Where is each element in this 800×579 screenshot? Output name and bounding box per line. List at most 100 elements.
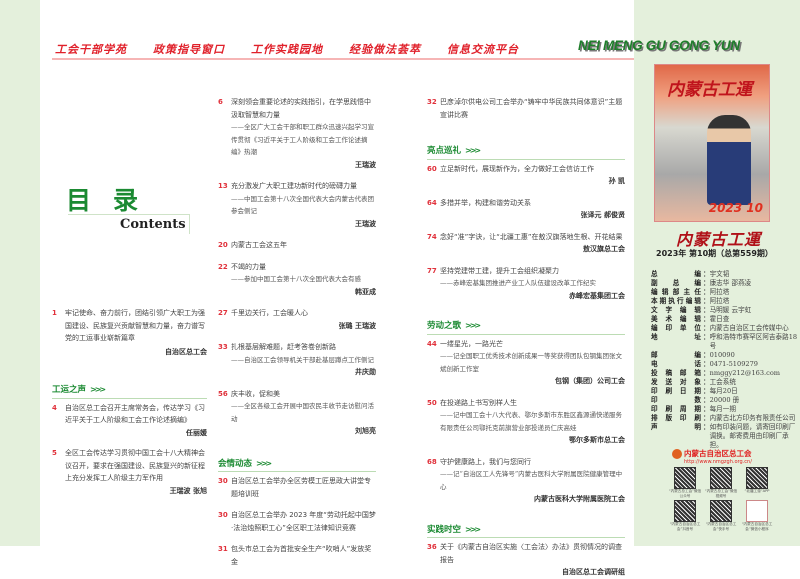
toc-entry[interactable]: 1 牢记使命、奋力前行，团结引领广大职工为强国建设、民族复兴贡献智慧和力量，奋力…: [52, 307, 207, 358]
nav-divider: [52, 58, 634, 60]
entry-subtitle: ——自治区工会领导机关干部赴基层蹲点工作侧记: [231, 355, 374, 364]
masthead-row: 声明：如有印装问题，请寄回印刷厂调换。邮寄费用由印刷厂承担。: [651, 423, 800, 450]
masthead-label: 邮编: [651, 351, 701, 359]
entry-title: 扎根基层解难题，赶考答卷创新路: [231, 343, 336, 351]
masthead-label: 编印单位: [651, 324, 701, 332]
entry-title: 一缕星光，一路光芒: [440, 339, 503, 348]
qr-code[interactable]: “内蒙古自治区总工会”微信小程序: [739, 500, 775, 531]
entry-author: 王瑞波: [355, 160, 376, 169]
page-number: 64: [427, 198, 437, 207]
qr-code-icon: [746, 467, 768, 489]
org-url[interactable]: http://www.nmgzgh.org.cn/: [684, 459, 752, 465]
entry-subtitle: ——全区各级工会开展中国农民丰收节走访慰问活动: [231, 402, 374, 423]
entry-subtitle: ——记全国职工优秀技术创新成果一等奖获得团队包钢集团张文斌创新工作室: [440, 352, 622, 373]
entry-author: 自治区总工会: [165, 347, 207, 356]
masthead-row: 本期执行编辑：阿拉塔: [651, 297, 800, 306]
toc-entry[interactable]: 74 念好“准”字诀，让“北疆工惠”在敖汉旗落地生根、开花结果 敖汉旗总工会: [427, 231, 625, 256]
toc-entry[interactable]: 6 深刻领会重要论述的实践指引，在学思践悟中汲取智慧和力量 ——全区广大工会干部和职…: [218, 96, 376, 171]
section-header: 实践时空 >>>: [427, 524, 625, 538]
toc-entry[interactable]: 64 多措并举，构建和谐劳动关系 张译元 郝俊贤: [427, 197, 625, 222]
page-number: 5: [52, 449, 57, 457]
masthead-label: 总编: [651, 270, 701, 278]
org-banner: 内蒙古自治区总工会: [672, 448, 752, 459]
page-number: 13: [218, 182, 228, 190]
masthead-value: 阿拉塔: [709, 288, 730, 296]
toc-entry[interactable]: 4 自治区总工会召开主席常务会，传达学习《习近平关于工人阶级和工会工作论述摘编》任…: [52, 402, 207, 440]
toc-entry[interactable]: 30 自治区总工会举办全区劳模工匠思政大讲堂专题培训班: [218, 475, 376, 500]
entry-title: 在投递路上书写别样人生: [440, 398, 517, 407]
entry-title: 念好“准”字诀，让“北疆工惠”在敖汉旗落地生根、开花结果: [440, 232, 623, 241]
entry-title: 不竭的力量: [231, 262, 266, 271]
toc-entry[interactable]: 50 在投递路上书写别样人生 ——记中国工会十八大代表、鄂尔多斯市东胜区鑫源通快递服…: [427, 397, 625, 447]
toc-entry[interactable]: 13 充分激发广大职工建功新时代的磅礴力量 ——中国工会第十八次全国代表大会内蒙古代…: [218, 180, 376, 230]
qr-code[interactable]: “内蒙古自治区总工会”抖音号: [667, 500, 703, 531]
toc-entry[interactable]: 56 庆丰收，促和美 ——全区各级工会开展中国农民丰收节走访慰问活动 刘旭亮: [218, 388, 376, 438]
masthead-value: 霍日查: [709, 315, 730, 323]
union-emblem-icon: [672, 448, 682, 459]
qr-code[interactable]: “内蒙古总工会”微信公众号: [667, 467, 703, 498]
cover-photo-figure: [707, 115, 751, 205]
toc-entry[interactable]: 31 包头市总工会为首批安全生产“吹哨人”发放奖金: [218, 543, 376, 568]
toc-entry[interactable]: 33 扎根基层解难题，赶考答卷创新路 ——自治区工会领导机关干部赴基层蹲点工作侧记井…: [218, 341, 376, 379]
entry-author: 王瑞波: [355, 219, 376, 228]
toc-entry[interactable]: 77 坚持党建带工建，提升工会组织凝聚力 ——赤峰宏基集团推进产业工人队伍建设改革工…: [427, 265, 625, 303]
masthead-label: 编辑部主任: [651, 288, 701, 296]
masthead-value: 010090: [709, 351, 735, 359]
entry-author: 任丽媛: [186, 428, 207, 437]
qr-code[interactable]: “内蒙古自治区总工会”快手号: [703, 500, 739, 531]
nav-item: 经验做法荟萃: [349, 43, 421, 56]
entry-title: 坚持党建带工建，提升工会组织凝聚力: [440, 266, 559, 275]
masthead-label: 电话: [651, 360, 701, 368]
masthead-value: 工会系统: [709, 378, 736, 386]
masthead-row: 印刷周期：每月一期: [651, 405, 800, 414]
nav-item: 政策指导窗口: [153, 43, 225, 56]
entry-author: 孙 凯: [608, 177, 625, 185]
entry-title: 自治区总工会召开主席常务会，传达学习《习近平关于工人阶级和工会工作论述摘编》: [65, 403, 205, 425]
toc-entry[interactable]: 68 守护健康路上，我们与您同行 ——记“自治区工人先锋号”内蒙古医科大学附属医院健…: [427, 456, 625, 506]
toc-entry[interactable]: 32 巴彦淖尔供电公司工会举办“铸牢中华民族共同体意识”主题宣讲比赛: [427, 96, 625, 121]
qr-code[interactable]: “北疆工惠”APP: [739, 467, 775, 498]
section-header: 劳动之歌 >>>: [427, 320, 625, 335]
entry-title: 全区工会传达学习贯彻中国工会十八大精神会议召开，要求在强国建设、民族复兴的新征程…: [65, 449, 205, 482]
magazine-title-logo: 内蒙古工運: [676, 230, 762, 249]
toc-entry[interactable]: 20 内蒙古工会这五年: [218, 239, 376, 252]
entry-subtitle: ——参加中国工会第十八次全国代表大会有感: [231, 275, 361, 283]
issue-info: 2023年 第10期（总第559期）: [656, 249, 773, 258]
qr-code[interactable]: “内蒙古总工会”微信视频号: [703, 467, 739, 498]
toc-entry[interactable]: 22 不竭的力量 ——参加中国工会第十八次全国代表大会有感 韩亚成: [218, 261, 376, 299]
toc-subtitle: Contents: [120, 217, 186, 232]
masthead-row: 发送对象：工会系统: [651, 378, 800, 387]
page-number: 74: [427, 232, 437, 241]
section-title: 会情动态: [218, 458, 253, 469]
qr-caption: “北疆工惠”APP: [744, 489, 770, 493]
masthead-row: 文字编辑：马明媛 云宇虹: [651, 306, 800, 315]
nav-item: 工作实践园地: [251, 43, 323, 56]
masthead-label: 本期执行编辑: [651, 297, 701, 305]
page-number: 68: [427, 457, 437, 466]
masthead-value: 阿拉塔: [709, 297, 730, 305]
entry-author: 井庆勋: [355, 368, 376, 376]
entry-title: 自治区总工会举办全区劳模工匠思政大讲堂专题培训班: [231, 477, 371, 498]
entry-title: 千里边关行，工会暖人心: [231, 309, 308, 317]
masthead-value: 每月一期: [709, 405, 736, 413]
page-number: 30: [218, 511, 228, 519]
entry-title: 守护健康路上，我们与您同行: [440, 457, 531, 466]
toc-entry[interactable]: 36 关于《内蒙古自治区实施〈工会法〉办法》贯彻情况的调查报告 自治区总工会调研组: [427, 541, 625, 579]
masthead-row: 编印单位：内蒙古自治区工会传媒中心: [651, 324, 800, 333]
entry-title: 内蒙古工会这五年: [231, 241, 287, 249]
masthead-label: 印刷周期: [651, 405, 701, 413]
masthead-value: 康志华 邵燕凌: [709, 279, 752, 287]
entry-subtitle: ——记中国工会十八大代表、鄂尔多斯市东胜区鑫源通快递服务有限责任公司鄂托克前旗营…: [440, 411, 622, 432]
entry-title: 自治区总工会举办 2023 年度“劳动托起中国梦·法治烛照职工心”全区职工法律知…: [231, 511, 376, 532]
toc-entry[interactable]: 5 全区工会传达学习贯彻中国工会十八大精神会议召开，要求在强国建设、民族复兴的新征…: [52, 447, 207, 497]
toc-entry[interactable]: 27 千里边关行，工会暖人心 张璐 王瑞波: [218, 307, 376, 332]
page-number: 44: [427, 339, 437, 348]
masthead-row: 印数： 20000 册: [651, 396, 800, 405]
chevron-right-icon: >>>: [465, 146, 481, 155]
toc-entry[interactable]: 44 一缕星光，一路光芒 ——记全国职工优秀技术创新成果一等奖获得团队包钢集团张文斌…: [427, 338, 625, 388]
qr-caption: “内蒙古自治区总工会”抖音号: [669, 522, 701, 531]
page-number: 32: [427, 98, 437, 106]
entry-subtitle: ——中国工会第十八次全国代表大会内蒙古代表团参会侧记: [231, 194, 374, 216]
toc-entry[interactable]: 60 立足新时代，展现新作为，全力做好工会信访工作孙 凯: [427, 163, 625, 188]
toc-entry[interactable]: 30 自治区总工会举办 2023 年度“劳动托起中国梦·法治烛照职工心”全区职工法…: [218, 509, 376, 534]
